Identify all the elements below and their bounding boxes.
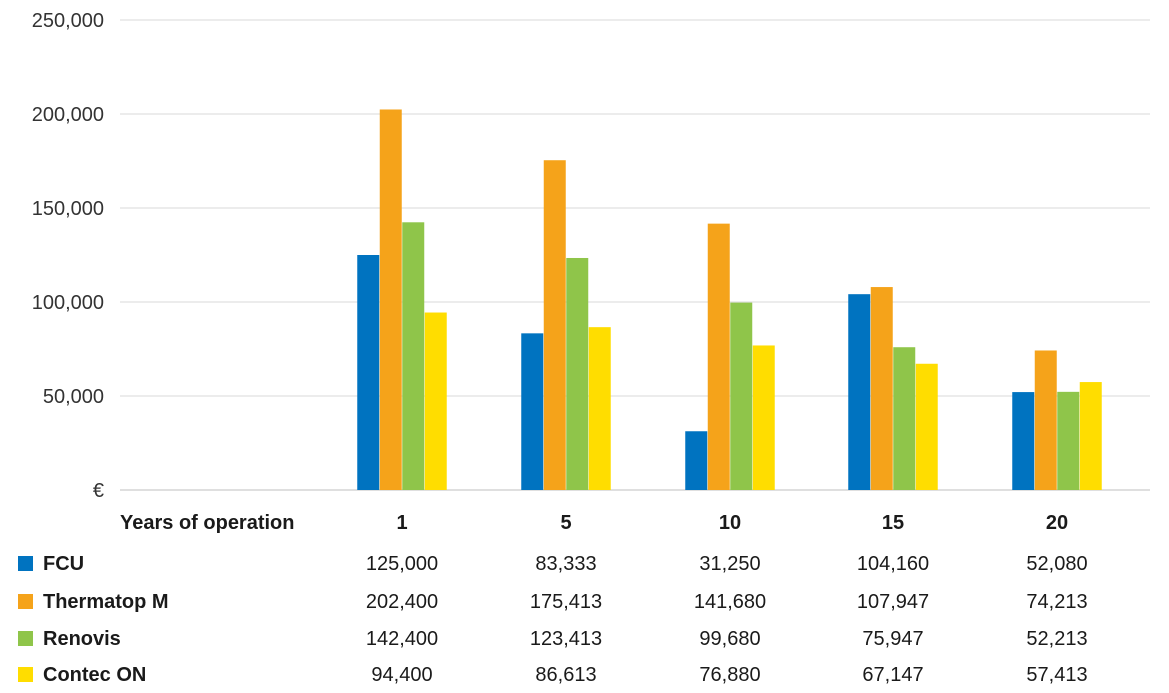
category-label-5: 5	[560, 512, 572, 534]
bar-fcu-year-1	[357, 255, 380, 490]
table-row: FCU 125,000 83,333 31,250 104,160 52,080	[0, 546, 1169, 582]
bar-contec-on-year-5	[588, 327, 611, 490]
legend-swatch	[18, 556, 33, 571]
legend-swatch	[18, 667, 33, 682]
data-label: 52,080	[1026, 553, 1088, 575]
bar-contec-on-year-20	[1079, 382, 1102, 490]
bar-fcu-year-10	[685, 431, 708, 490]
bar-thermatop-m-year-1	[379, 109, 402, 490]
data-label: 52,213	[1026, 628, 1088, 650]
data-label: 175,413	[529, 591, 603, 613]
bar-thermatop-m-year-15	[870, 287, 893, 490]
data-label: 76,880	[699, 664, 761, 686]
series-name: Thermatop M	[43, 591, 169, 613]
y-unit-label: €	[93, 480, 104, 502]
bar-thermatop-m-year-20	[1034, 350, 1057, 490]
data-label: 67,147	[862, 664, 924, 686]
bar-fcu-year-15	[848, 294, 871, 490]
bar-fcu-year-20	[1012, 392, 1035, 490]
bar-renovis-year-20	[1057, 391, 1080, 490]
series-label: Thermatop M	[18, 584, 169, 620]
bar-renovis-year-10	[730, 302, 753, 490]
data-label: 75,947	[862, 628, 924, 650]
category-label-10: 10	[718, 512, 742, 534]
data-label: 104,160	[856, 553, 930, 575]
data-label: 123,413	[529, 628, 603, 650]
bar-thermatop-m-year-5	[543, 160, 566, 490]
y-axis-ticks: €50,000 100,000 150,000 200,000 250,000	[32, 10, 104, 502]
data-label: 142,400	[365, 628, 439, 650]
bar-renovis-year-5	[566, 257, 589, 490]
data-label: 94,400	[371, 664, 433, 686]
data-label: 83,333	[535, 553, 597, 575]
y-tick-label: 100,000	[32, 292, 104, 314]
table-row: Thermatop M 202,400 175,413 141,680 107,947 7…	[0, 584, 1169, 620]
y-tick-label: 50,000	[43, 386, 104, 408]
table-row: Renovis 142,400 123,413 99,680 75,947 52,213	[0, 621, 1169, 657]
series-label: FCU	[18, 546, 84, 582]
table-header-row: Years of operation 1 5 10 15 20	[0, 505, 1169, 541]
category-label-20: 20	[1045, 512, 1069, 534]
data-label: 107,947	[856, 591, 930, 613]
series-name: Contec ON	[43, 664, 147, 686]
series-label: Renovis	[18, 621, 121, 657]
series-label: Contec ON	[18, 657, 146, 693]
series-name: FCU	[43, 553, 85, 575]
bars	[357, 109, 1102, 490]
y-tick-label: 250,000	[32, 10, 104, 32]
bar-renovis-year-1	[402, 222, 425, 490]
y-tick-label: 150,000	[32, 198, 104, 220]
data-label: 202,400	[365, 591, 439, 613]
bar-renovis-year-15	[893, 347, 916, 490]
table-row: Contec ON 94,400 86,613 76,880 67,147 57,413	[0, 657, 1169, 693]
y-tick-label: 200,000	[32, 104, 104, 126]
bar-contec-on-year-15	[915, 363, 938, 490]
data-label: 125,000	[365, 553, 439, 575]
data-label: 99,680	[699, 628, 761, 650]
gridlines	[120, 19, 1150, 491]
bar-contec-on-year-1	[424, 312, 447, 490]
legend-swatch	[18, 631, 33, 646]
data-label: 141,680	[693, 591, 767, 613]
series-name: Renovis	[43, 628, 121, 650]
categories-label: Years of operation	[120, 512, 295, 534]
bar-contec-on-year-10	[752, 345, 775, 490]
data-label: 86,613	[535, 664, 597, 686]
bar-fcu-year-5	[521, 333, 544, 490]
category-label-15: 15	[881, 512, 905, 534]
legend-swatch	[18, 594, 33, 609]
category-label-1: 1	[396, 512, 408, 534]
data-label: 57,413	[1026, 664, 1088, 686]
bar-thermatop-m-year-10	[707, 223, 730, 490]
data-label: 74,213	[1026, 591, 1088, 613]
data-label: 31,250	[699, 553, 761, 575]
